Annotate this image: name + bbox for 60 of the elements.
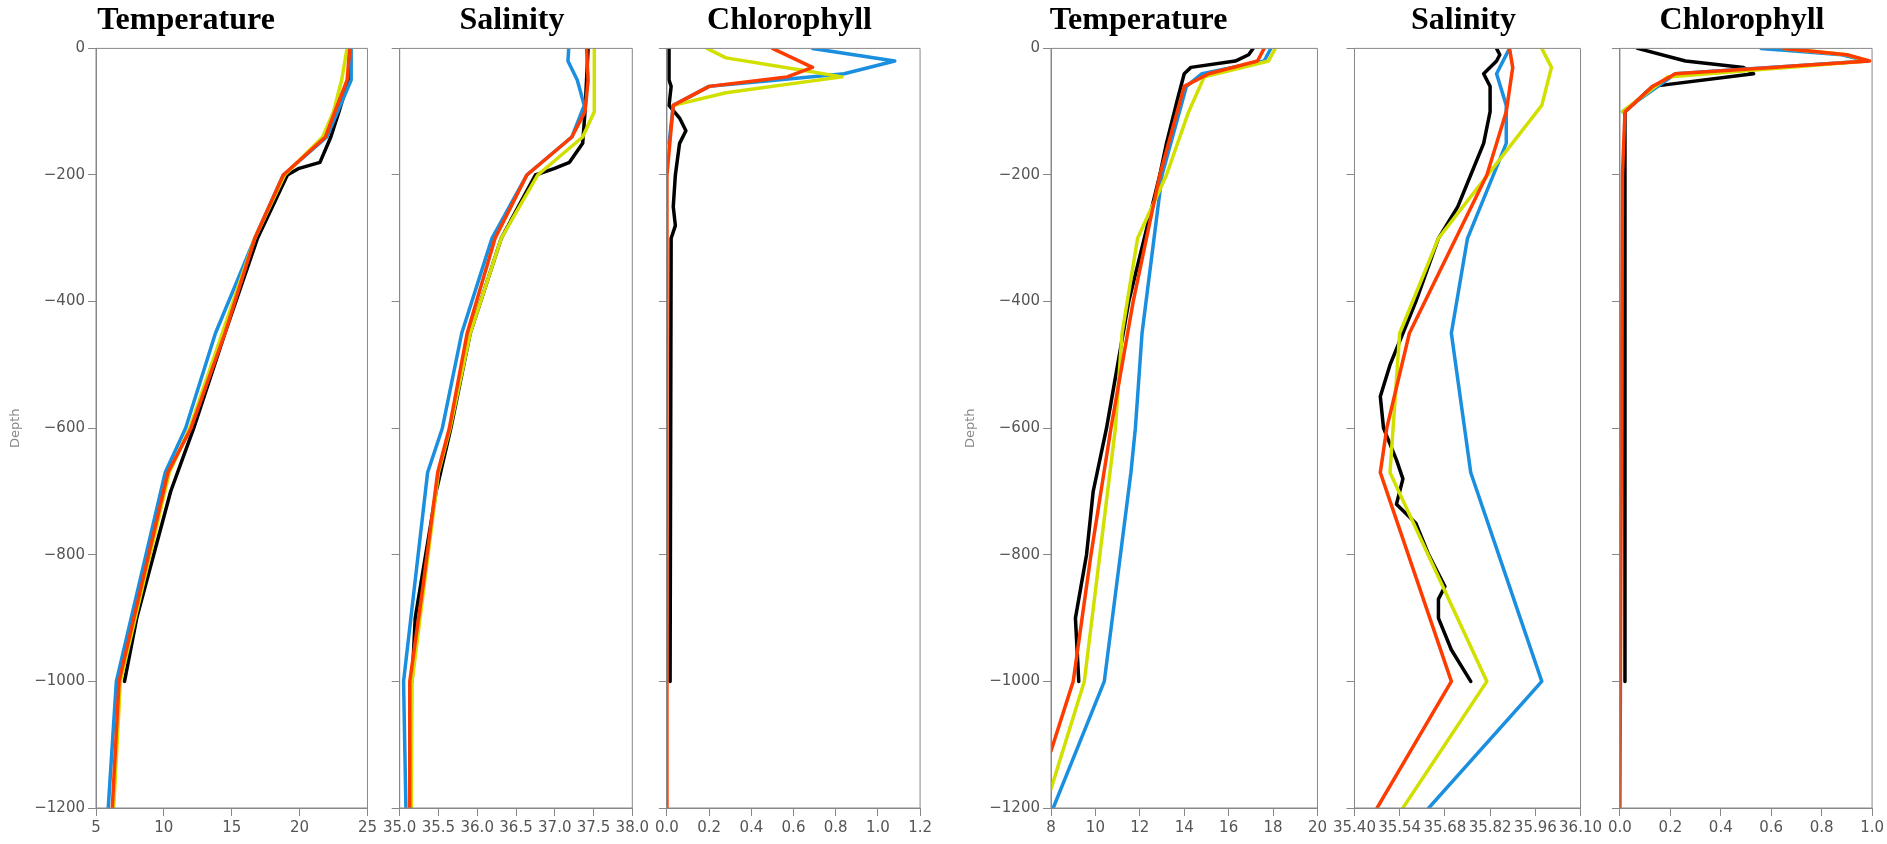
x-tick-label: 0.2 [1658, 817, 1683, 836]
x-tick-label: 36.5 [499, 817, 533, 836]
x-tick-label: 15 [222, 817, 242, 836]
x-tick-label: 36.10 [1559, 817, 1603, 836]
x-tick-label: 35.54 [1378, 817, 1422, 836]
x-tick-label: 1.0 [865, 817, 890, 836]
y-tick-label: −600 [43, 418, 85, 437]
x-tick-label: 1.2 [908, 817, 932, 836]
y-tick-label: −1000 [34, 671, 85, 690]
x-tick-label: 25 [357, 817, 377, 836]
chart-title: Salinity [459, 0, 565, 37]
x-tick-label: 0.4 [739, 817, 764, 836]
y-tick-label: −1200 [34, 797, 85, 816]
y-tick-label: −800 [43, 544, 85, 563]
y-axis-title: Depth [962, 408, 978, 448]
x-tick-label: 35.68 [1423, 817, 1467, 836]
x-tick-label: 8 [1046, 817, 1056, 836]
x-tick-label: 1.0 [1860, 817, 1884, 836]
x-tick-label: 0.8 [823, 817, 848, 836]
x-tick-label: 0.6 [1759, 817, 1784, 836]
y-axis-title: Depth [7, 408, 23, 448]
chart-title: Chlorophyll [1659, 0, 1825, 37]
y-tick-label: −200 [43, 164, 85, 183]
x-tick-label: 20 [290, 817, 310, 836]
x-tick-label: 0.2 [697, 817, 722, 836]
x-tick-label: 38.0 [615, 817, 649, 836]
y-tick-label: −600 [998, 418, 1040, 437]
x-tick-label: 10 [1085, 817, 1105, 836]
x-tick-label: 10 [154, 817, 174, 836]
y-tick-label: −400 [43, 291, 85, 310]
x-tick-label: 0.0 [1608, 817, 1632, 836]
x-tick-label: 35.40 [1332, 817, 1376, 836]
x-tick-label: 0.4 [1708, 817, 1733, 836]
x-tick-label: 35.5 [421, 817, 456, 836]
x-tick-label: 35.96 [1513, 817, 1557, 836]
x-tick-label: 16 [1219, 817, 1239, 836]
y-tick-label: −1200 [989, 797, 1040, 816]
x-tick-label: 35.0 [383, 817, 417, 836]
y-tick-label: −200 [998, 164, 1040, 183]
chart-title: Chlorophyll [707, 0, 873, 37]
x-tick-label: 37.5 [576, 817, 611, 836]
y-tick-label: 0 [1030, 38, 1040, 57]
chart-title: Salinity [1411, 0, 1516, 37]
x-tick-label: 36.0 [460, 817, 494, 836]
chart-title: Temperature [1049, 0, 1228, 37]
y-tick-label: −800 [998, 544, 1040, 563]
y-tick-label: 0 [75, 38, 85, 57]
x-tick-label: 37.0 [538, 817, 572, 836]
y-tick-label: −400 [998, 291, 1040, 310]
x-tick-label: 14 [1174, 817, 1194, 836]
x-tick-label: 20 [1307, 817, 1327, 836]
y-tick-label: −1000 [989, 671, 1040, 690]
x-tick-label: 5 [91, 817, 101, 836]
x-tick-label: 0.8 [1809, 817, 1834, 836]
x-tick-label: 35.82 [1468, 817, 1512, 836]
x-tick-label: 0.0 [655, 817, 679, 836]
x-tick-label: 0.6 [781, 817, 806, 836]
x-tick-label: 18 [1263, 817, 1283, 836]
chart-title: Temperature [97, 0, 275, 37]
x-tick-label: 12 [1130, 817, 1150, 836]
